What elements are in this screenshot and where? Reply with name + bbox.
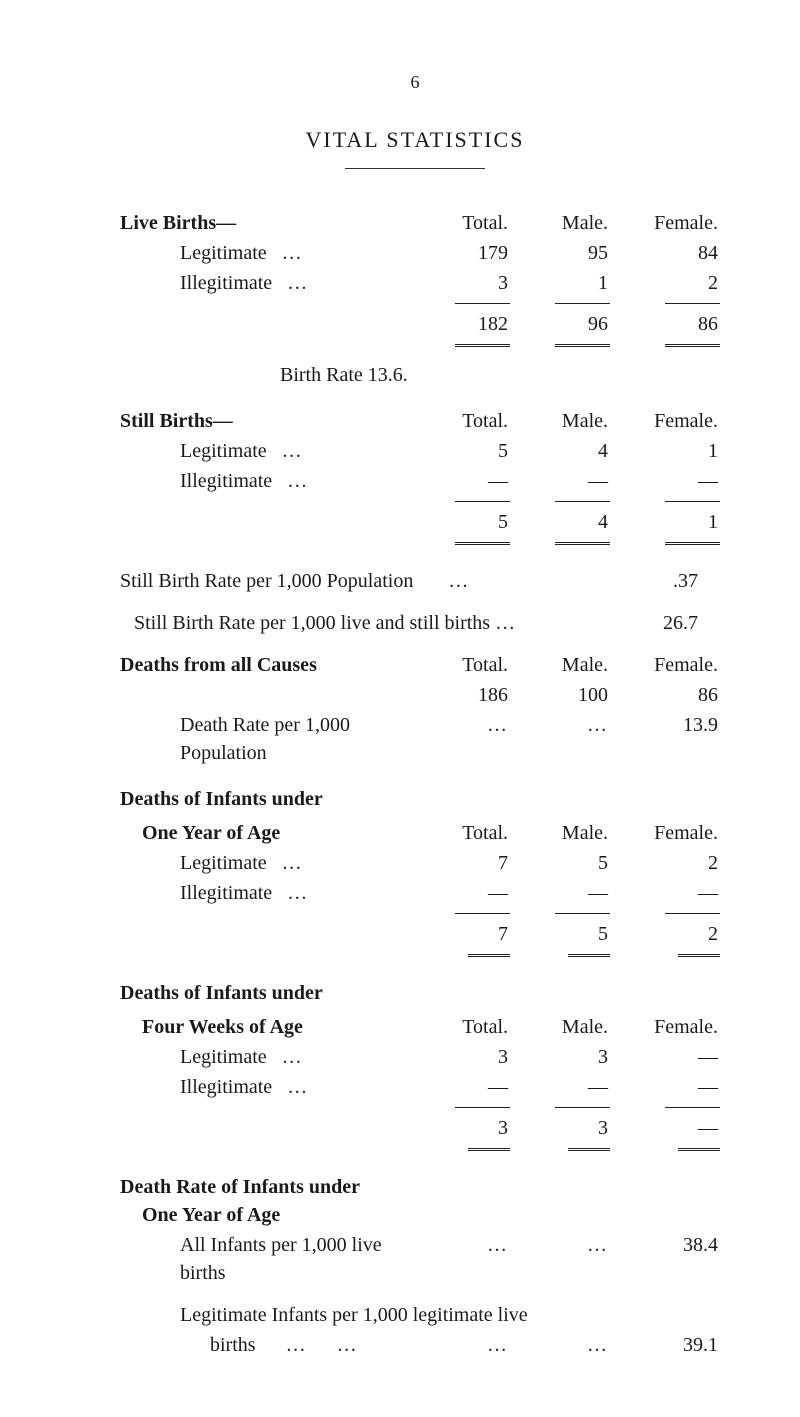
cell: — <box>620 467 730 495</box>
page-number: 6 <box>120 70 710 95</box>
birth-rate-note: Birth Rate 13.6. <box>280 361 710 389</box>
col-female: Female. <box>620 209 730 237</box>
sum: 1 <box>620 508 730 536</box>
cell: 186 <box>420 681 520 709</box>
row-label: Legitimate … <box>120 1043 420 1071</box>
col-total: Total. <box>420 651 520 679</box>
cell: 5 <box>420 437 520 465</box>
col-male: Male. <box>520 819 620 847</box>
row-label: Illegitimate … <box>120 1073 420 1101</box>
sum: — <box>620 1114 730 1142</box>
infants-year-section: Deaths of Infants under One Year of Age … <box>120 785 710 961</box>
col-female: Female. <box>620 407 730 435</box>
infants-four-weeks-heading-2: Four Weeks of Age <box>120 1016 303 1038</box>
legit-infants-line1: Legitimate Infants per 1,000 legitimate … <box>120 1301 710 1329</box>
cell: 84 <box>620 239 730 267</box>
sum: 3 <box>420 1114 520 1142</box>
row-label: Legitimate … <box>120 239 420 267</box>
live-births-section: Live Births— Total. Male. Female. Legiti… <box>120 209 710 389</box>
still-rate-live: Still Birth Rate per 1,000 live and stil… <box>120 609 710 637</box>
cell: 95 <box>520 239 620 267</box>
cell: — <box>620 1043 730 1071</box>
row-label: Illegitimate … <box>120 269 420 297</box>
cell: 1 <box>620 437 730 465</box>
sum: 2 <box>620 920 730 948</box>
sum: 96 <box>520 310 620 338</box>
infants-four-weeks-section: Deaths of Infants under Four Weeks of Ag… <box>120 979 710 1155</box>
death-rate-label: Death Rate per 1,000 Population <box>120 711 420 767</box>
still-births-section: Still Births— Total. Male. Female. Legit… <box>120 407 710 549</box>
cell: — <box>520 1073 620 1101</box>
col-male: Male. <box>520 407 620 435</box>
cell: — <box>620 1073 730 1101</box>
cell: 100 <box>520 681 620 709</box>
legit-infants-line2: births … … <box>120 1331 420 1359</box>
cell: 3 <box>420 1043 520 1071</box>
still-births-heading: Still Births— <box>120 407 420 435</box>
col-female: Female. <box>620 819 730 847</box>
cell: 5 <box>520 849 620 877</box>
death-rate-heading-1: Death Rate of Infants under <box>120 1173 710 1201</box>
sum: 5 <box>420 508 520 536</box>
row-label: Illegitimate … <box>120 879 420 907</box>
deaths-all-heading: Deaths from all Causes <box>120 651 420 679</box>
cell: — <box>520 467 620 495</box>
death-rate-infants-section: Death Rate of Infants under One Year of … <box>120 1173 710 1359</box>
row-label: Legitimate … <box>120 437 420 465</box>
document-title: VITAL STATISTICS <box>120 125 710 156</box>
value: .37 <box>600 567 710 595</box>
cell: 3 <box>520 1043 620 1071</box>
col-male: Male. <box>520 209 620 237</box>
sum: 182 <box>420 310 520 338</box>
infants-four-weeks-heading-1: Deaths of Infants under <box>120 979 710 1007</box>
title-rule <box>345 168 485 169</box>
cell: — <box>420 1073 520 1101</box>
cell: — <box>520 879 620 907</box>
col-female: Female. <box>620 1013 730 1041</box>
sum: 3 <box>520 1114 620 1142</box>
cell: — <box>420 879 520 907</box>
value: 26.7 <box>600 609 710 637</box>
cell: 2 <box>620 849 730 877</box>
value: 13.9 <box>620 711 730 739</box>
value: 39.1 <box>620 1331 730 1359</box>
row-label: Illegitimate … <box>120 467 420 495</box>
cell: — <box>420 467 520 495</box>
col-total: Total. <box>420 1013 520 1041</box>
col-total: Total. <box>420 819 520 847</box>
deaths-all-section: Deaths from all Causes Total. Male. Fema… <box>120 651 710 767</box>
sum: 7 <box>420 920 520 948</box>
cell: 86 <box>620 681 730 709</box>
cell: — <box>620 879 730 907</box>
col-female: Female. <box>620 651 730 679</box>
all-infants-label: All Infants per 1,000 live births <box>120 1231 420 1287</box>
col-male: Male. <box>520 651 620 679</box>
death-rate-heading-2: One Year of Age <box>120 1201 710 1229</box>
sum: 4 <box>520 508 620 536</box>
sum: 5 <box>520 920 620 948</box>
cell: 7 <box>420 849 520 877</box>
col-male: Male. <box>520 1013 620 1041</box>
sum: 86 <box>620 310 730 338</box>
cell: 4 <box>520 437 620 465</box>
cell: 179 <box>420 239 520 267</box>
cell: 1 <box>520 269 620 297</box>
live-births-heading: Live Births— <box>120 209 420 237</box>
col-total: Total. <box>420 407 520 435</box>
col-total: Total. <box>420 209 520 237</box>
page-content: 6 VITAL STATISTICS Live Births— Total. M… <box>0 0 800 1417</box>
infants-year-heading-1: Deaths of Infants under <box>120 785 710 813</box>
infants-year-heading-2: One Year of Age <box>120 822 280 844</box>
still-rate-pop: Still Birth Rate per 1,000 Population … … <box>120 567 710 595</box>
value: 38.4 <box>620 1231 730 1259</box>
cell: 2 <box>620 269 730 297</box>
cell: 3 <box>420 269 520 297</box>
row-label: Legitimate … <box>120 849 420 877</box>
